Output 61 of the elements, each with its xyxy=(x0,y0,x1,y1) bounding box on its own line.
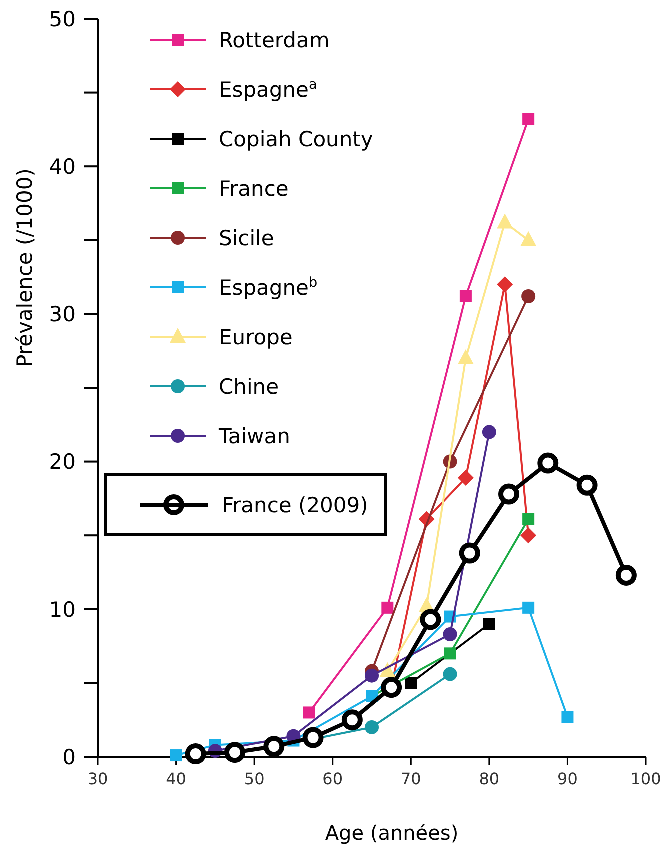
x-tick-label: 100 xyxy=(630,770,662,789)
point xyxy=(460,290,472,302)
legend-label: Rotterdam xyxy=(219,28,330,52)
y-tick-label: 30 xyxy=(49,302,76,327)
point xyxy=(458,470,474,486)
x-tick-label: 90 xyxy=(558,770,578,789)
point xyxy=(497,214,514,229)
point xyxy=(443,667,458,682)
point xyxy=(616,564,637,586)
point xyxy=(224,742,246,764)
legend-label: Taiwan xyxy=(218,424,290,448)
y-tick-label: 40 xyxy=(49,154,76,179)
point xyxy=(562,711,574,724)
point xyxy=(522,602,535,614)
point xyxy=(420,609,442,630)
legend-label: Espagne$^{b}$ xyxy=(219,274,318,300)
point xyxy=(444,648,456,660)
point xyxy=(498,484,520,505)
point xyxy=(443,627,458,642)
point xyxy=(381,677,402,698)
point xyxy=(303,706,316,719)
point xyxy=(382,602,394,614)
point xyxy=(522,513,535,526)
point xyxy=(520,231,537,246)
x-tick-label: 50 xyxy=(244,770,265,789)
y-axis-title: Prévalence (/1000) xyxy=(13,168,37,368)
point xyxy=(459,542,480,564)
point xyxy=(264,736,285,758)
point xyxy=(497,276,514,293)
x-tick-label: 60 xyxy=(322,770,344,789)
legend-label: Espagne$^{a}$ xyxy=(219,76,318,102)
point xyxy=(302,727,324,748)
legend-label: Chine xyxy=(219,374,280,399)
point xyxy=(365,668,379,683)
point xyxy=(576,474,598,496)
point xyxy=(365,720,379,734)
point xyxy=(342,710,363,731)
point xyxy=(170,750,182,762)
y-tick-label: 20 xyxy=(49,450,76,474)
y-tick-label: 0 xyxy=(62,745,76,770)
x-tick-label: 30 xyxy=(88,770,108,789)
legend-label: Copiah County xyxy=(219,127,374,152)
point xyxy=(538,452,559,474)
legend-label: France xyxy=(219,176,289,201)
point xyxy=(520,528,537,544)
y-tick-label: 10 xyxy=(49,598,76,622)
point xyxy=(522,289,536,304)
x-tick-label: 70 xyxy=(400,770,422,789)
x-tick-label: 80 xyxy=(479,770,500,789)
legend-label: Europe xyxy=(219,325,293,350)
point xyxy=(185,744,206,765)
point xyxy=(482,425,496,440)
point xyxy=(483,618,496,630)
x-tick-label: 40 xyxy=(166,770,186,789)
y-tick-label: 50 xyxy=(49,7,76,32)
point xyxy=(458,349,474,364)
legend-label: France (2009) xyxy=(222,493,368,518)
legend-label: Sicile xyxy=(219,226,274,250)
point xyxy=(522,113,535,126)
point xyxy=(405,677,418,690)
x-axis-title: Age (années) xyxy=(325,821,459,845)
